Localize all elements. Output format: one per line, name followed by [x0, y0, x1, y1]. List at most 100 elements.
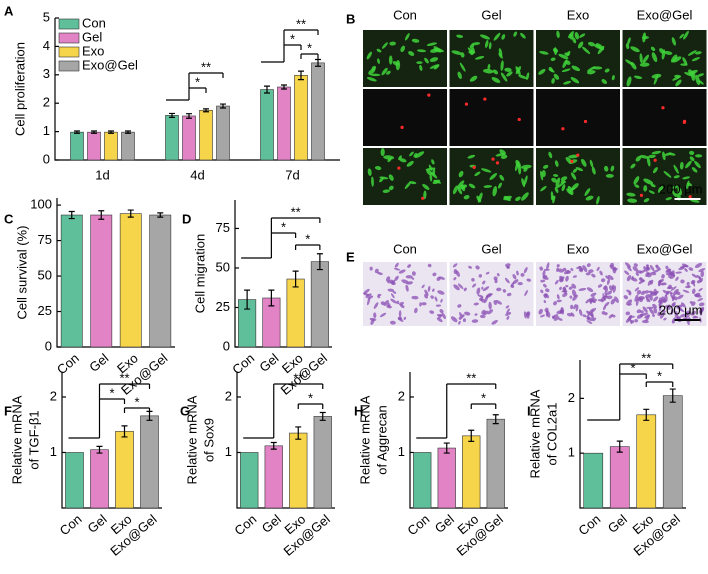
stained-cell: [482, 286, 490, 292]
stained-cell: [377, 295, 381, 299]
cell: [601, 79, 608, 85]
panel-label: C: [4, 211, 14, 226]
stained-cell: [684, 268, 688, 272]
cell: [540, 185, 547, 192]
error-bar: [616, 440, 623, 453]
stained-cell: [458, 320, 461, 325]
bar: [462, 435, 481, 509]
cell: [551, 77, 555, 84]
cell: [695, 51, 702, 55]
stained-cell: [571, 289, 577, 297]
stained-cell: [675, 271, 682, 274]
cell: [652, 167, 658, 174]
micrograph-bg: [449, 89, 534, 146]
stained-cell: [453, 268, 458, 275]
stained-cell: [632, 266, 639, 272]
cell: [630, 163, 636, 169]
stained-cell: [585, 272, 591, 276]
stained-cell: [697, 297, 704, 302]
column-label: Con: [393, 7, 417, 22]
cell: [568, 31, 575, 39]
cell: [487, 63, 491, 70]
stained-cell: [436, 317, 443, 323]
micrograph-bg: [449, 30, 534, 87]
stained-cell: [614, 296, 619, 303]
y-tick-label: 25: [216, 299, 230, 314]
stained-cell: [369, 266, 373, 271]
stained-cell: [390, 298, 397, 304]
stained-cell: [625, 311, 631, 316]
stained-cell: [542, 270, 546, 277]
stained-cell: [545, 288, 550, 293]
stained-cell: [554, 279, 559, 285]
error-bar: [319, 411, 326, 421]
stained-cell: [648, 308, 655, 315]
legend-swatch: [58, 32, 80, 44]
stained-cell: [464, 311, 471, 316]
panel-label: I: [527, 403, 531, 418]
significance-label: *: [307, 40, 312, 55]
stained-cell: [669, 274, 676, 280]
micrograph: [536, 148, 620, 205]
stained-cell: [411, 277, 415, 280]
stained-cell: [524, 290, 528, 297]
stained-cell: [661, 309, 666, 314]
stained-cell: [657, 279, 661, 287]
cell: [570, 76, 580, 84]
cell: [552, 48, 559, 53]
cell: [695, 154, 703, 158]
stained-cell: [394, 267, 401, 271]
stained-cell: [661, 274, 665, 279]
stained-cell: [634, 287, 640, 292]
cell: [587, 70, 596, 75]
stained-cell: [641, 319, 649, 324]
stained-cell: [366, 298, 371, 306]
stained-cell: [625, 262, 631, 268]
stained-cell: [689, 301, 693, 304]
cell: [673, 175, 680, 179]
bar: [311, 62, 325, 161]
cell: [691, 57, 701, 62]
error-bar: [264, 85, 270, 94]
cell: [648, 154, 656, 159]
stained-cell: [597, 299, 604, 302]
stained-cell: [363, 288, 370, 295]
stained-cell: [540, 289, 544, 294]
column-label: Exo: [567, 241, 589, 256]
stained-cell: [495, 300, 503, 305]
significance-label: **: [296, 16, 306, 31]
cell: [492, 69, 499, 75]
cell: [571, 65, 581, 72]
cell: [538, 68, 546, 75]
cell: [382, 189, 390, 193]
stained-cell: [496, 287, 502, 292]
y-tick-label: 75: [38, 232, 52, 247]
cell: [520, 32, 526, 39]
stained-cell: [432, 288, 435, 292]
error-bar: [281, 84, 287, 90]
stained-cell: [463, 287, 467, 292]
cell: [451, 50, 462, 55]
cell: [395, 59, 401, 71]
y-tick-label: 2: [398, 388, 405, 403]
stained-cell: [579, 267, 583, 273]
stained-cell: [457, 283, 464, 290]
cell: [589, 159, 594, 168]
cell: [404, 181, 412, 190]
stained-cell: [636, 289, 642, 295]
cell: [581, 158, 587, 167]
column-label: Gel: [481, 241, 501, 256]
error-bar: [127, 209, 134, 218]
stained-cell: [517, 282, 523, 286]
dead-cell: [483, 97, 487, 101]
y-tick-label: 3: [43, 66, 50, 81]
dead-cell: [427, 93, 431, 97]
cell: [564, 52, 570, 56]
cell: [626, 192, 636, 197]
bar: [437, 447, 456, 509]
cell: [477, 192, 483, 203]
error-bar: [96, 445, 103, 454]
cell: [419, 64, 423, 71]
stained-cell: [586, 310, 593, 316]
cell: [429, 57, 439, 63]
